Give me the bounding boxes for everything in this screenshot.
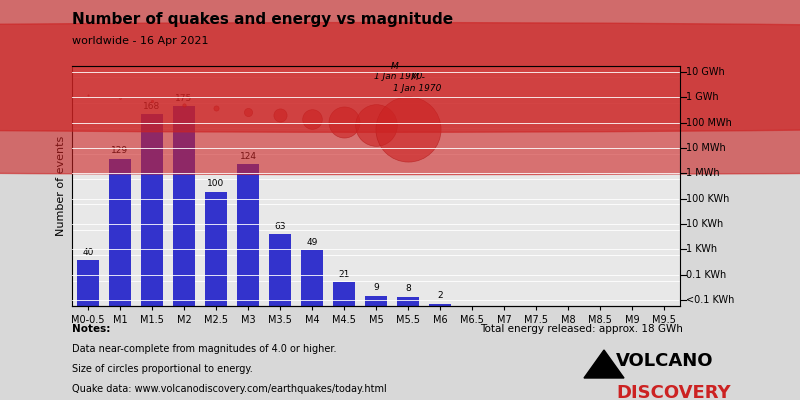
Point (370, 122, 382, 129)
Text: 10 MWh: 10 MWh (686, 143, 726, 153)
Point (178, 102, 190, 108)
Text: 8: 8 (405, 284, 411, 294)
Text: 100 KWh: 100 KWh (686, 194, 730, 204)
Bar (141, 114, 163, 306)
Text: 63: 63 (274, 222, 286, 230)
Point (210, 105, 222, 112)
Text: 2: 2 (437, 291, 443, 300)
Text: 21: 21 (338, 270, 350, 278)
Y-axis label: Number of events: Number of events (57, 136, 66, 236)
Text: 10 GWh: 10 GWh (686, 67, 725, 77)
Circle shape (0, 22, 800, 132)
Text: 1 GWh: 1 GWh (686, 92, 718, 102)
Text: Total energy released: approx. 18 GWh: Total energy released: approx. 18 GWh (480, 324, 683, 334)
Text: Quake data: www.volcanodiscovery.com/earthquakes/today.html: Quake data: www.volcanodiscovery.com/ear… (72, 384, 386, 394)
Bar (205, 192, 227, 306)
Point (306, 115, 318, 122)
Text: 129: 129 (111, 146, 129, 155)
Bar (429, 304, 451, 306)
Text: Number of quakes and energy vs magnitude: Number of quakes and energy vs magnitude (72, 12, 453, 27)
Text: 1 KWh: 1 KWh (686, 244, 718, 254)
Bar (397, 297, 419, 306)
Bar (77, 260, 99, 306)
Point (274, 112, 286, 118)
Point (338, 119, 350, 125)
Text: 10 KWh: 10 KWh (686, 219, 723, 229)
Point (402, 126, 414, 132)
Bar (173, 106, 195, 306)
Text: Notes:: Notes: (72, 324, 110, 334)
Bar (365, 296, 387, 306)
Text: 0.1 KWh: 0.1 KWh (686, 270, 726, 280)
Text: 100 MWh: 100 MWh (686, 118, 732, 128)
Text: 168: 168 (143, 102, 161, 110)
Text: 175: 175 (175, 94, 193, 102)
Point (82, 91, 94, 98)
Text: 124: 124 (239, 152, 257, 161)
Text: VOLCANO: VOLCANO (616, 352, 714, 370)
Bar (237, 164, 259, 306)
Text: worldwide - 16 Apr 2021: worldwide - 16 Apr 2021 (72, 36, 209, 46)
Bar (269, 234, 291, 306)
Text: 40: 40 (82, 248, 94, 257)
Text: DISCOVERY: DISCOVERY (616, 384, 730, 400)
Bar (333, 282, 355, 306)
Point (242, 108, 254, 115)
Point (114, 95, 126, 101)
Text: 49: 49 (306, 238, 318, 246)
Text: M -
1 Jan 1970: M - 1 Jan 1970 (394, 74, 442, 93)
Text: 9: 9 (373, 283, 379, 292)
Bar (109, 158, 131, 306)
Text: Data near-complete from magnitudes of 4.0 or higher.: Data near-complete from magnitudes of 4.… (72, 344, 337, 354)
Circle shape (0, 0, 800, 174)
Text: Size of circles proportional to energy.: Size of circles proportional to energy. (72, 364, 253, 374)
Text: M -
1 Jan 1970: M - 1 Jan 1970 (374, 62, 422, 82)
Text: <0.1 KWh: <0.1 KWh (686, 295, 734, 305)
Point (146, 98, 158, 105)
Text: 100: 100 (207, 179, 225, 188)
Text: 1 MWh: 1 MWh (686, 168, 720, 178)
Bar (301, 250, 323, 306)
